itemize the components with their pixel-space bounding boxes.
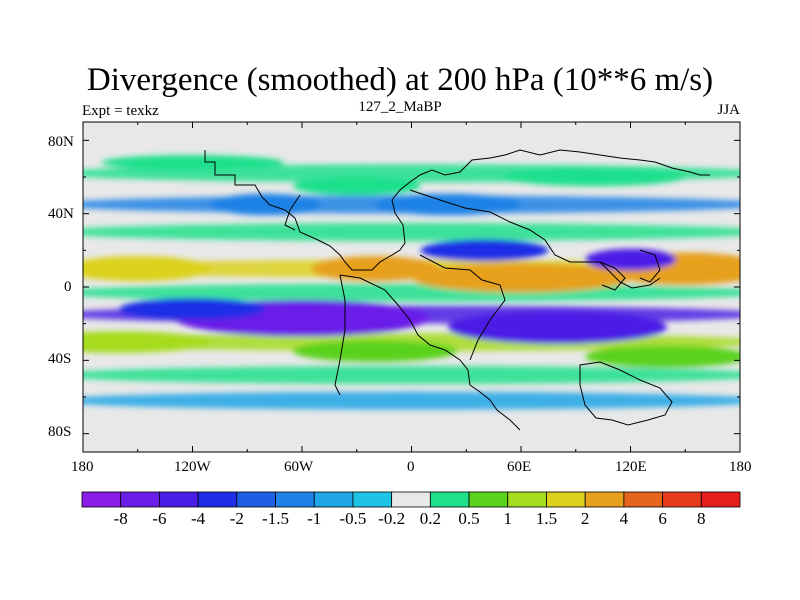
colorbar-label: 8 bbox=[697, 509, 706, 528]
colorbar-box bbox=[662, 491, 702, 508]
colorbar-label: -2 bbox=[229, 509, 244, 528]
lat-tick-label: 80S bbox=[48, 424, 72, 440]
divergence-patch bbox=[292, 177, 421, 196]
coast-south-america-east bbox=[339, 274, 521, 431]
colorbar-label: -6 bbox=[152, 509, 167, 528]
colorbar-label: -0.5 bbox=[339, 509, 367, 528]
field-layer bbox=[83, 122, 740, 452]
season-label: JJA bbox=[717, 102, 740, 118]
colorbar-box bbox=[623, 491, 663, 508]
coast-japan bbox=[639, 249, 661, 283]
colorbar-label: 2 bbox=[580, 509, 590, 528]
colorbar-box bbox=[313, 491, 354, 508]
divergence-band bbox=[83, 391, 740, 410]
colorbar-box bbox=[236, 491, 276, 508]
divergence-patch bbox=[119, 298, 266, 320]
colorbar-box bbox=[120, 491, 160, 508]
axis-ticks bbox=[82, 122, 741, 452]
colorbar-box bbox=[507, 491, 547, 508]
divergence-band bbox=[83, 223, 740, 241]
colorbar-label: 1 bbox=[503, 509, 513, 528]
colorbar-box bbox=[584, 491, 625, 508]
divergence-patch bbox=[448, 311, 667, 344]
colorbar-label: 6 bbox=[658, 509, 667, 528]
colorbar-box bbox=[700, 491, 741, 508]
divergence-band bbox=[83, 283, 740, 302]
colorbar-label: -1 bbox=[307, 509, 322, 528]
divergence-patch bbox=[292, 340, 458, 362]
coast-south-america-west bbox=[334, 274, 346, 396]
divergence-patch bbox=[584, 248, 677, 271]
colorbar-box bbox=[352, 491, 393, 508]
colorbar-box bbox=[546, 491, 586, 508]
lon-tick-label: 120E bbox=[615, 459, 647, 475]
colorbar-label: -4 bbox=[191, 509, 206, 528]
lon-tick-label: 120W bbox=[174, 459, 211, 475]
divergence-patch bbox=[210, 193, 321, 216]
coast-greenland bbox=[284, 194, 301, 231]
colorbar-label: -0.2 bbox=[378, 509, 406, 528]
colorbar-box bbox=[159, 491, 199, 508]
lon-tick-label: 60E bbox=[507, 459, 532, 475]
divergence-patch bbox=[502, 168, 686, 186]
colorbar-box bbox=[197, 491, 238, 508]
coast-indonesia bbox=[599, 261, 626, 291]
divergence-patch bbox=[420, 239, 549, 262]
colorbar bbox=[81, 491, 741, 508]
colorbar-label: 1.5 bbox=[535, 509, 558, 528]
lon-tick-label: 60W bbox=[284, 459, 314, 475]
divergence-patch bbox=[101, 155, 284, 170]
divergence-patch bbox=[83, 256, 211, 282]
coastline-layer bbox=[204, 149, 710, 431]
lat-tick-label: 80N bbox=[48, 134, 74, 150]
coast-eurasia-south bbox=[409, 189, 661, 289]
lon-tick-label: 180 bbox=[729, 459, 752, 475]
plot-title: Divergence (smoothed) at 200 hPa (10**6 … bbox=[86, 62, 714, 98]
colorbar-box bbox=[391, 491, 431, 508]
lat-tick-label: 0 bbox=[64, 279, 72, 295]
lon-tick-label: 0 bbox=[407, 459, 415, 475]
lat-tick-label: 40N bbox=[48, 206, 74, 222]
coast-africa bbox=[419, 254, 506, 361]
colorbar-box bbox=[429, 491, 470, 508]
lat-tick-label: 40S bbox=[48, 351, 72, 367]
colorbar-label: -8 bbox=[113, 509, 128, 528]
divergence-patch bbox=[83, 331, 211, 353]
divergence-patch bbox=[411, 263, 631, 293]
colorbar-box bbox=[468, 491, 509, 508]
colorbar-box bbox=[81, 491, 122, 508]
divergence-patch bbox=[584, 345, 740, 368]
coast-australia bbox=[579, 361, 673, 426]
coast-northern-continents bbox=[204, 149, 710, 271]
divergence-patch bbox=[375, 193, 521, 216]
colorbar-label: 0.2 bbox=[419, 509, 441, 528]
colorbar-label: 4 bbox=[619, 509, 629, 528]
divergence-band bbox=[83, 366, 740, 384]
colorbar-label: -1.5 bbox=[262, 509, 289, 528]
experiment-label: Expt = texkz bbox=[82, 103, 159, 119]
colorbar-label: 0.5 bbox=[458, 509, 480, 528]
lon-tick-label: 180 bbox=[71, 459, 94, 475]
colorbar-box bbox=[275, 491, 315, 508]
run-label: 127_2_MaBP bbox=[358, 99, 442, 115]
